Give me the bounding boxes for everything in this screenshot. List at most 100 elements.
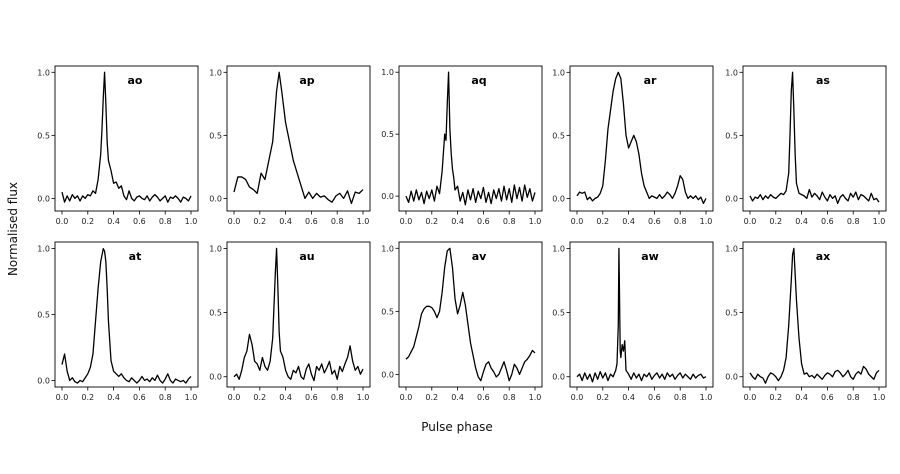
panel-label: at [129, 250, 142, 263]
x-tick-label: 1.0 [185, 217, 198, 226]
profile-line-ao [61, 71, 192, 203]
panel-ap: 0.0 0.2 0.4 0.6 0.8 1.0 0.0 0.5 1.0 ap [209, 65, 371, 226]
y-tick-label: 1.0 [552, 244, 565, 253]
profile-line-ap [233, 71, 364, 205]
x-tick-label: 0.8 [503, 393, 516, 402]
x-tick-label: 0.8 [331, 217, 344, 226]
x-tick-label: 0.2 [81, 393, 94, 402]
profile-line-ax [749, 247, 880, 384]
x-tick-label: 0.4 [795, 393, 808, 402]
x-tick-label: 0.4 [279, 393, 292, 402]
x-tick-label: 0.6 [477, 393, 490, 402]
x-tick-label: 0.2 [425, 217, 438, 226]
y-tick-label: 0.0 [725, 194, 738, 203]
y-axis-title: Normalised flux [6, 182, 20, 276]
x-tick-label: 0.8 [674, 217, 687, 226]
y-tick-label: 1.0 [552, 68, 565, 77]
profile-line-au [233, 247, 364, 382]
y-tick-label: 1.0 [37, 68, 50, 77]
x-tick-label: 0.6 [648, 393, 661, 402]
x-tick-label: 1.0 [700, 393, 713, 402]
profile-line-av [405, 247, 536, 382]
y-tick-label: 0.5 [209, 131, 222, 140]
x-tick-label: 0.2 [769, 217, 782, 226]
y-tick-label: 0.0 [552, 373, 565, 382]
x-tick-label: 0.0 [400, 393, 413, 402]
x-tick-label: 1.0 [185, 393, 198, 402]
plot-frame [226, 65, 371, 212]
profile-line-ar [576, 71, 707, 205]
x-tick-label: 1.0 [873, 217, 886, 226]
x-tick-label: 1.0 [529, 217, 542, 226]
x-tick-label: 0.4 [622, 393, 635, 402]
y-tick-label: 0.0 [381, 370, 394, 379]
x-tick-label: 0.2 [253, 393, 266, 402]
x-tick-label: 0.4 [451, 393, 464, 402]
profile-line-aq [405, 71, 536, 206]
x-tick-label: 1.0 [357, 393, 370, 402]
x-tick-label: 0.0 [400, 217, 413, 226]
x-tick-label: 0.2 [425, 393, 438, 402]
panel-ax: 0.0 0.2 0.4 0.6 0.8 1.0 0.0 0.5 1.0 ax [725, 241, 887, 402]
x-tick-label: 1.0 [873, 393, 886, 402]
y-tick-label: 0.5 [381, 307, 394, 316]
x-tick-label: 0.6 [305, 393, 318, 402]
y-tick-label: 0.5 [381, 130, 394, 139]
x-tick-label: 0.4 [451, 217, 464, 226]
x-tick-label: 0.2 [81, 217, 94, 226]
x-tick-label: 0.2 [596, 217, 609, 226]
panel-label: ap [299, 74, 314, 87]
profile-line-aw [576, 247, 707, 383]
panel-label: as [816, 74, 830, 87]
x-tick-label: 1.0 [357, 217, 370, 226]
plot-frame [569, 65, 714, 212]
panel-aw: 0.0 0.2 0.4 0.6 0.8 1.0 0.0 0.5 1.0 aw [552, 241, 714, 402]
x-tick-label: 0.0 [56, 217, 69, 226]
x-tick-label: 0.4 [279, 217, 292, 226]
x-tick-label: 0.4 [107, 393, 120, 402]
panel-label: av [472, 250, 487, 263]
plot-frame [226, 241, 371, 388]
y-tick-label: 0.0 [37, 376, 50, 385]
y-tick-label: 1.0 [725, 244, 738, 253]
panel-label: aq [471, 74, 486, 87]
x-tick-label: 0.8 [159, 217, 172, 226]
x-tick-label: 0.6 [648, 217, 661, 226]
panel-av: 0.0 0.2 0.4 0.6 0.8 1.0 0.0 0.5 1.0 av [381, 241, 543, 402]
y-tick-label: 1.0 [381, 244, 394, 253]
y-tick-label: 0.5 [37, 311, 50, 320]
y-tick-label: 1.0 [37, 245, 50, 254]
panel-as: 0.0 0.2 0.4 0.6 0.8 1.0 0.0 0.5 1.0 as [725, 65, 887, 226]
plot-frame [54, 241, 199, 388]
x-tick-label: 1.0 [700, 217, 713, 226]
y-tick-label: 1.0 [209, 68, 222, 77]
y-tick-label: 1.0 [209, 244, 222, 253]
x-tick-label: 0.0 [571, 393, 584, 402]
x-tick-label: 0.6 [133, 217, 146, 226]
x-tick-label: 0.0 [56, 393, 69, 402]
y-tick-label: 0.0 [209, 194, 222, 203]
x-tick-label: 0.6 [477, 217, 490, 226]
y-tick-label: 0.5 [725, 309, 738, 318]
y-tick-label: 1.0 [381, 68, 394, 77]
x-tick-label: 0.0 [744, 217, 757, 226]
panel-label: ax [816, 250, 831, 263]
panel-ar: 0.0 0.2 0.4 0.6 0.8 1.0 0.0 0.5 1.0 ar [552, 65, 714, 226]
y-tick-label: 0.0 [552, 194, 565, 203]
x-tick-label: 0.8 [503, 217, 516, 226]
x-tick-label: 0.2 [769, 393, 782, 402]
x-tick-label: 0.4 [622, 217, 635, 226]
plot-frame [54, 65, 199, 212]
y-tick-label: 0.5 [37, 131, 50, 140]
x-tick-label: 0.8 [847, 393, 860, 402]
y-tick-label: 0.5 [552, 131, 565, 140]
y-tick-label: 1.0 [725, 68, 738, 77]
profile-line-as [749, 71, 880, 205]
x-tick-label: 0.0 [228, 217, 241, 226]
plot-frame [569, 241, 714, 388]
panel-aq: 0.0 0.2 0.4 0.6 0.8 1.0 0.0 0.5 1.0 aq [381, 65, 543, 226]
panel-label: ar [644, 74, 657, 87]
x-tick-label: 0.8 [159, 393, 172, 402]
x-tick-label: 0.0 [744, 393, 757, 402]
